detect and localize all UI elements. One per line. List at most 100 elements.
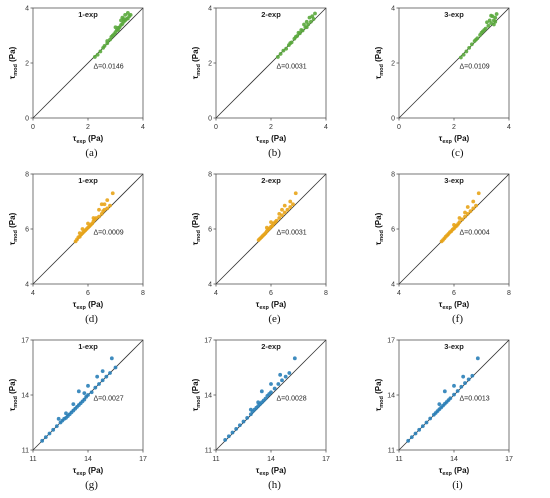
data-point <box>452 222 456 227</box>
x-tick-label: 0 <box>397 124 401 131</box>
x-tick-label: 6 <box>452 290 456 297</box>
y-tick-label: 8 <box>25 172 29 179</box>
data-point <box>442 389 447 394</box>
x-tick-label: 14 <box>450 456 458 463</box>
data-point <box>98 49 103 54</box>
data-point <box>113 25 118 30</box>
data-point <box>471 206 476 211</box>
data-point <box>420 424 425 429</box>
data-point <box>86 393 90 397</box>
y-axis-label: τmod (Pa) <box>191 46 202 79</box>
data-point <box>82 397 87 402</box>
panel-label: (b) <box>268 147 281 159</box>
delta-annotation: Δ=0.0031 <box>277 64 307 71</box>
data-point <box>280 207 284 212</box>
data-point <box>307 15 312 20</box>
data-point <box>491 22 496 27</box>
panel-label: (i) <box>452 479 463 491</box>
data-point <box>274 218 279 223</box>
scatter-plot: 11 14 17 11 14 17 2-exp Δ=0.0028 τexp (Pa) τmod (… <box>191 338 330 478</box>
data-point <box>486 23 491 28</box>
scatter-plot: 11 14 17 11 14 17 1-exp Δ=0.0027 τexp (Pa) τmod (… <box>8 338 147 478</box>
data-point <box>108 203 112 208</box>
delta-annotation: Δ=0.0031 <box>277 230 307 237</box>
data-point <box>424 420 429 425</box>
data-point <box>64 411 68 416</box>
data-point <box>110 191 115 196</box>
chart-panel: 0 2 4 0 2 4 2-exp Δ=0.0031 τexp (Pa) τmod (Pa) (b) <box>183 0 366 166</box>
data-point <box>86 383 90 388</box>
data-point <box>97 207 101 212</box>
scatter-plot: 4 6 8 4 6 8 2-exp Δ=0.0031 τexp (Pa) τmod (Pa) <box>191 172 328 312</box>
x-tick-label: 4 <box>397 290 401 297</box>
delta-annotation: Δ=0.0146 <box>94 64 124 71</box>
data-point <box>102 202 107 207</box>
x-tick-label: 11 <box>212 456 219 463</box>
data-point <box>448 396 453 401</box>
data-point <box>245 416 250 420</box>
data-point <box>463 210 467 215</box>
data-point <box>223 438 228 442</box>
y-tick-label: 4 <box>208 282 212 289</box>
y-tick-label: 6 <box>208 227 212 234</box>
data-point <box>89 390 94 395</box>
y-tick-label: 11 <box>22 448 29 455</box>
x-tick-label: 4 <box>214 290 218 297</box>
x-tick-label: 2 <box>269 124 273 131</box>
data-point <box>417 427 422 432</box>
data-point <box>461 374 466 379</box>
data-point <box>280 378 284 383</box>
data-point <box>113 365 118 370</box>
data-point <box>248 407 253 412</box>
data-point <box>80 227 85 231</box>
x-tick-label: 8 <box>141 290 145 297</box>
y-axis-label: τmod (Pa) <box>374 212 385 245</box>
data-point <box>123 12 128 17</box>
data-point <box>97 214 101 219</box>
y-tick-label: 14 <box>21 393 29 400</box>
data-point <box>77 231 82 236</box>
x-axis-label: τexp (Pa) <box>439 466 470 477</box>
data-point <box>269 382 273 386</box>
y-tick-label: 4 <box>391 282 395 289</box>
chart-panel: 4 6 8 4 6 8 2-exp Δ=0.0031 τexp (Pa) τmod (Pa) (e) <box>183 166 366 332</box>
data-point <box>241 419 246 424</box>
chart-panel: 11 14 17 11 14 17 3-exp Δ=0.0013 τexp (Pa) τmod (… <box>366 332 549 498</box>
data-point <box>71 402 76 407</box>
data-point <box>226 434 231 439</box>
data-point <box>487 18 492 23</box>
chart-title: 3-exp <box>444 176 464 185</box>
y-axis-label: τmod (Pa) <box>8 46 19 79</box>
data-point <box>285 207 290 212</box>
data-point <box>47 431 52 436</box>
chart-title: 1-exp <box>78 342 98 351</box>
data-point <box>288 199 293 204</box>
x-tick-label: 4 <box>31 290 35 297</box>
panel-label: (f) <box>452 313 463 325</box>
scatter-plot: 4 6 8 4 6 8 1-exp Δ=0.0009 τexp (Pa) τmod (Pa) <box>8 172 145 312</box>
y-axis-label: τmod (Pa) <box>8 212 19 245</box>
chart-panel: 11 14 17 11 14 17 1-exp Δ=0.0027 τexp (Pa) τmod (… <box>0 332 183 498</box>
data-point <box>125 11 130 15</box>
data-point <box>259 389 264 394</box>
data-point <box>116 28 121 32</box>
y-tick-label: 8 <box>391 172 395 179</box>
y-axis-label: τmod (Pa) <box>8 378 19 411</box>
data-point <box>256 400 261 405</box>
data-point <box>479 30 484 35</box>
data-point <box>457 216 462 220</box>
data-point <box>282 210 287 215</box>
data-point <box>304 19 309 24</box>
y-axis-label: τmod (Pa) <box>374 46 385 79</box>
y-tick-label: 4 <box>208 6 212 13</box>
data-point <box>100 369 105 374</box>
x-axis-label: τexp (Pa) <box>73 134 104 145</box>
data-point <box>476 191 481 196</box>
y-axis-label: τmod (Pa) <box>374 378 385 411</box>
y-tick-label: 6 <box>25 227 29 234</box>
x-tick-label: 4 <box>141 124 145 131</box>
x-tick-label: 17 <box>322 456 330 463</box>
x-tick-label: 17 <box>139 456 147 463</box>
data-point <box>108 371 112 375</box>
panel-label: (a) <box>85 147 98 159</box>
